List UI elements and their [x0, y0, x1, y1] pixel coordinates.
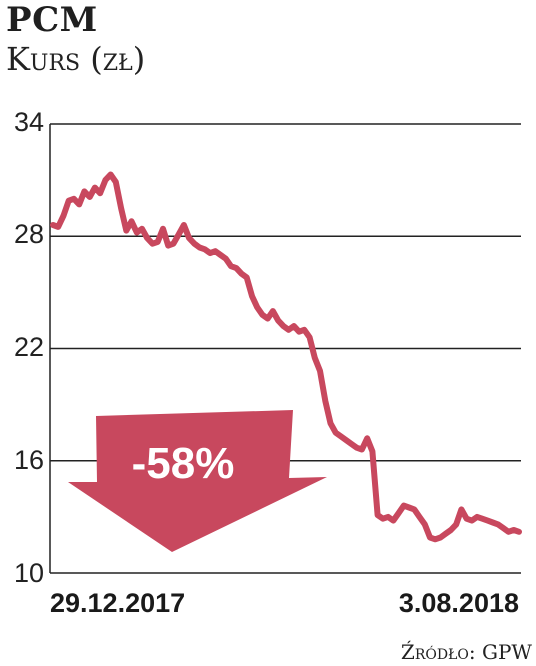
x-tick-label: 29.12.2017 — [50, 588, 185, 618]
y-tick-label: 34 — [14, 107, 44, 137]
x-axis-ticks: 29.12.2017 3.08.2018 — [50, 588, 519, 618]
y-tick-label: 28 — [14, 219, 44, 249]
chart-title: PCM — [6, 0, 98, 40]
change-percent-label: -58% — [132, 439, 235, 488]
y-tick-label: 22 — [14, 332, 44, 362]
y-tick-label: 10 — [14, 558, 44, 588]
x-tick-label: 3.08.2018 — [399, 588, 519, 618]
source-label: Źródło: GPW — [400, 640, 532, 664]
down-arrow-icon — [68, 410, 327, 552]
series-line — [50, 171, 522, 543]
y-tick-label: 16 — [14, 445, 44, 475]
y-axis-ticks: 34 28 22 16 10 — [14, 107, 44, 588]
chart-subtitle: Kurs (zł) — [6, 40, 146, 78]
change-arrow: -58% — [68, 410, 327, 552]
